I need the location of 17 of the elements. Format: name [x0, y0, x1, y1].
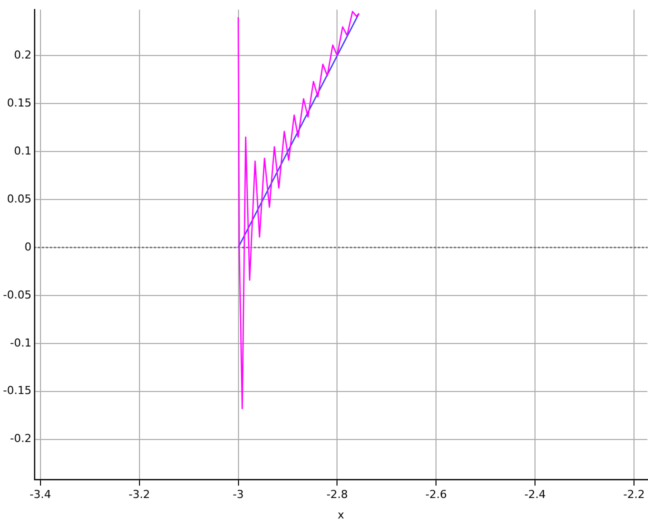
y-tick-label: -0.15: [2, 384, 32, 398]
x-tick-label: -3.2: [128, 488, 150, 502]
x-tick-label: -2.4: [524, 488, 546, 502]
x-tick-label: -2.2: [623, 488, 645, 502]
y-tick-label: 0: [24, 240, 32, 254]
y-tick-label: 0.05: [6, 192, 32, 206]
y-tick-label: 0.1: [14, 144, 32, 158]
y-tick-label: -0.2: [10, 432, 32, 446]
x-tick-label: -3: [232, 488, 244, 502]
y-tick-label: -0.05: [2, 288, 32, 302]
y-tick-label: 0.2: [14, 48, 32, 62]
x-tick-label: -3.4: [30, 488, 52, 502]
x-tick-label: -2.6: [425, 488, 447, 502]
y-tick-label: -0.1: [10, 336, 32, 350]
y-tick-label: 0.15: [6, 96, 32, 110]
x-tick-label: -2.8: [326, 488, 348, 502]
x-axis-title: x: [338, 508, 345, 522]
